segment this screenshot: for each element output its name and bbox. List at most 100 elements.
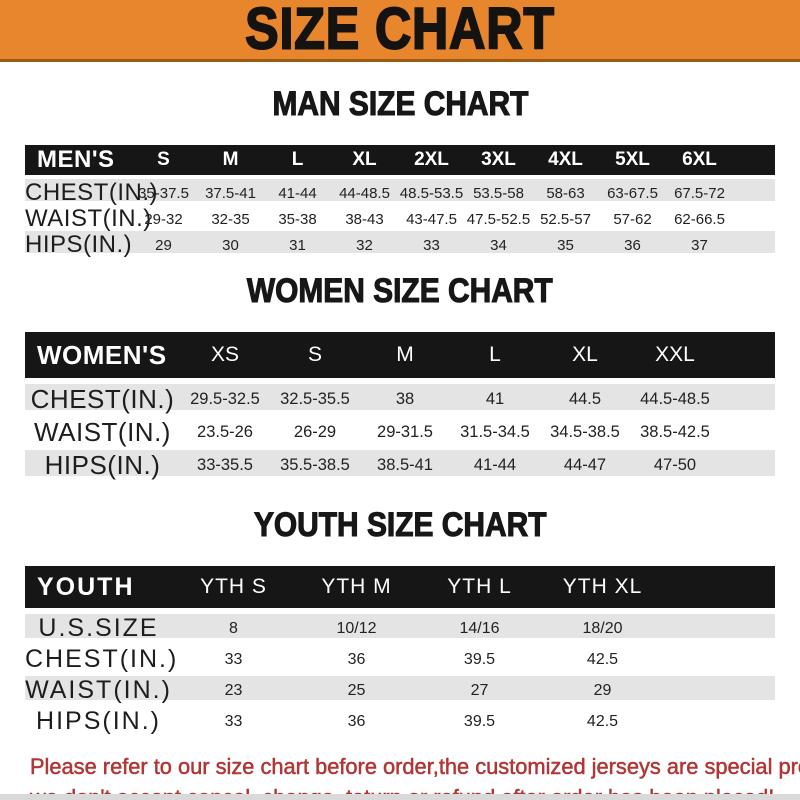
youth-header-row: YOUTH YTH S YTH M YTH L YTH XL <box>25 566 775 608</box>
size-chart-banner: SIZE CHART <box>0 0 800 62</box>
women-column-header: L <box>489 343 501 366</box>
men-header-row: MEN'S S M L XL 2XL 3XL 4XL 5XL 6XL <box>25 145 775 175</box>
youth-size-value: 33 <box>224 712 243 730</box>
women-size-value: 34.5-38.5 <box>550 423 620 441</box>
men-column-header: 6XL <box>682 149 717 170</box>
men-data-row: CHEST(IN.) 35-37.5 37.5-41 41-44 44-48.5 48.5… <box>25 179 775 206</box>
men-size-value: 53.5-58 <box>473 184 524 202</box>
footer-disclaimer: Please refer to our size chart before or… <box>0 751 800 800</box>
women-size-value: 33-35.5 <box>197 456 253 474</box>
youth-size-table: YOUTH YTH S YTH M YTH L YTH XL U.S.SIZE 8 10/12… <box>25 566 775 735</box>
men-size-value: 35 <box>557 236 574 254</box>
women-size-value: 29.5-32.5 <box>190 390 260 408</box>
men-size-value: 35-38 <box>278 210 317 228</box>
women-data-row: CHEST(IN.) 29.5-32.5 32.5-35.5 38 41 44.5 44.5… <box>25 384 775 414</box>
women-row-label: WAIST(IN.) <box>34 417 171 447</box>
men-size-value: 44-48.5 <box>339 184 390 202</box>
youth-size-value: 36 <box>347 712 366 730</box>
banner-title: SIZE CHART <box>244 0 555 62</box>
men-size-table: MEN'S S M L XL 2XL 3XL 4XL 5XL 6XL CHEST(IN.) 35-37… <box>25 145 775 258</box>
men-size-value: 43-47.5 <box>406 210 457 228</box>
men-column-header: 5XL <box>615 149 650 170</box>
men-column-header: M <box>222 149 239 170</box>
women-data-row: HIPS(IN.) 33-35.5 35.5-38.5 38.5-41 41-44 44-… <box>25 450 775 480</box>
men-size-value: 37.5-41 <box>205 184 256 202</box>
youth-row-label: U.S.SIZE <box>38 614 159 642</box>
women-size-value: 44.5-48.5 <box>640 390 710 408</box>
men-data-row: HIPS(IN.) 29 30 31 32 33 34 35 36 37 <box>25 231 775 258</box>
men-size-value: 30 <box>222 236 239 254</box>
men-row-label: HIPS(IN.) <box>25 231 133 258</box>
men-size-value: 62-66.5 <box>674 210 725 228</box>
men-size-value: 57-62 <box>613 210 652 228</box>
youth-size-value: 27 <box>470 681 489 699</box>
youth-data-row: WAIST(IN.) 23 25 27 29 <box>25 676 775 704</box>
women-size-value: 44.5 <box>568 390 602 408</box>
women-section-title-text: WOMEN SIZE CHART <box>247 272 554 310</box>
size-tables-container: MAN SIZE CHART MEN'S S M L XL 2XL 3XL 4XL 5XL 6XL C… <box>0 85 800 735</box>
women-size-value: 31.5-34.5 <box>460 423 530 441</box>
women-column-header: S <box>307 343 322 366</box>
women-size-value: 23.5-26 <box>197 423 253 441</box>
youth-size-value: 36 <box>347 650 366 668</box>
men-size-value: 31 <box>289 236 306 254</box>
women-corner-label: WOMEN'S <box>37 339 167 370</box>
men-row-label: WAIST(IN.) <box>25 205 152 232</box>
youth-size-value: 10/12 <box>336 619 377 637</box>
women-column-header: XL <box>572 343 598 366</box>
women-size-value: 26-29 <box>293 423 337 441</box>
youth-column-header: YTH L <box>447 575 512 598</box>
women-size-value: 41 <box>485 390 505 408</box>
women-size-value: 29-31.5 <box>377 423 433 441</box>
men-size-value: 48.5-53.5 <box>399 184 464 202</box>
women-data-row: WAIST(IN.) 23.5-26 26-29 29-31.5 31.5-34.5 34… <box>25 417 775 447</box>
men-corner-label: MEN'S <box>37 146 115 173</box>
men-column-header: S <box>157 149 170 170</box>
women-column-header: XXL <box>655 343 695 366</box>
men-section-title: MAN SIZE CHART <box>0 85 800 129</box>
men-section-title-text: MAN SIZE CHART <box>272 85 529 123</box>
men-column-header: L <box>291 149 304 170</box>
women-header-row: WOMEN'S XS S M L XL XXL <box>25 332 775 378</box>
men-column-header: 4XL <box>548 149 583 170</box>
youth-corner-label: YOUTH <box>37 572 135 601</box>
men-column-header: 3XL <box>481 149 516 170</box>
youth-size-value: 39.5 <box>463 712 496 730</box>
youth-size-value: 39.5 <box>463 650 496 668</box>
youth-section-title: YOUTH SIZE CHART <box>0 506 800 550</box>
women-row-label: HIPS(IN.) <box>44 450 161 480</box>
men-size-value: 52.5-57 <box>540 210 591 228</box>
youth-size-value: 33 <box>224 650 243 668</box>
youth-size-value: 25 <box>347 681 366 699</box>
youth-size-value: 18/20 <box>582 619 623 637</box>
men-row-label: CHEST(IN.) <box>25 179 158 206</box>
women-size-value: 32.5-35.5 <box>280 390 350 408</box>
bottom-edge-strip <box>0 794 800 800</box>
men-size-value: 67.5-72 <box>674 184 725 202</box>
women-size-value: 44-47 <box>563 456 607 474</box>
youth-size-value: 14/16 <box>459 619 500 637</box>
youth-data-row: HIPS(IN.) 33 36 39.5 42.5 <box>25 707 775 735</box>
men-size-value: 63-67.5 <box>607 184 658 202</box>
women-size-value: 38.5-42.5 <box>640 423 710 441</box>
men-size-value: 32 <box>356 236 373 254</box>
men-column-header: XL <box>352 149 377 170</box>
youth-column-header: YTH S <box>200 575 267 598</box>
youth-row-label: HIPS(IN.) <box>36 707 161 735</box>
men-column-header: 2XL <box>414 149 449 170</box>
women-column-header: XS <box>210 343 239 366</box>
men-size-value: 38-43 <box>345 210 384 228</box>
women-size-value: 38 <box>395 390 415 408</box>
youth-data-row: U.S.SIZE 8 10/12 14/16 18/20 <box>25 614 775 642</box>
youth-size-value: 8 <box>229 619 238 637</box>
women-row-label: CHEST(IN.) <box>30 384 175 414</box>
women-size-value: 38.5-41 <box>377 456 433 474</box>
men-size-value: 37 <box>691 236 708 254</box>
women-column-header: M <box>396 343 414 366</box>
women-section-title: WOMEN SIZE CHART <box>0 272 800 316</box>
men-size-value: 41-44 <box>278 184 317 202</box>
men-size-value: 33 <box>423 236 440 254</box>
men-size-value: 36 <box>624 236 641 254</box>
men-size-value: 58-63 <box>546 184 585 202</box>
youth-section-title-text: YOUTH SIZE CHART <box>253 506 547 544</box>
